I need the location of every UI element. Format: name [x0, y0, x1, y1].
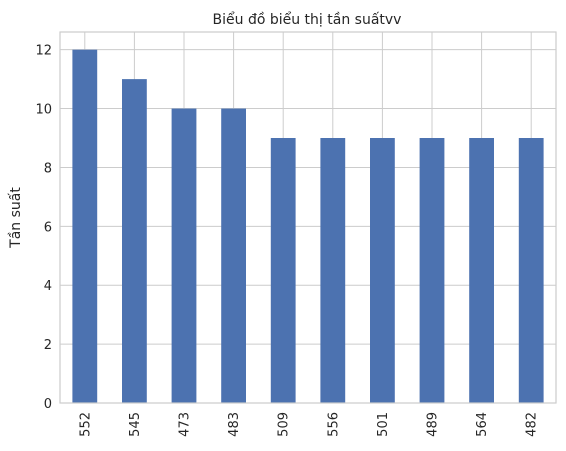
x-tick-label: 545 — [128, 412, 143, 437]
bar-473 — [171, 108, 197, 404]
x-tick-labels: 552 545 473 483 509 556 501 489 564 482 — [78, 412, 539, 437]
y-tick-labels: 0 2 4 6 8 10 12 — [35, 44, 52, 412]
bar-501 — [370, 138, 395, 403]
bar-509 — [270, 138, 296, 403]
bar-489 — [419, 138, 445, 403]
y-tick-label: 4 — [44, 279, 52, 294]
chart-title: Biểu đồ biểu thị tần suấtvv — [213, 11, 402, 28]
bar-483 — [221, 108, 246, 404]
bars — [72, 49, 544, 404]
bar-482 — [518, 138, 544, 403]
y-tick-label: 12 — [35, 44, 52, 59]
bar-552 — [72, 49, 98, 404]
bar-545 — [122, 79, 147, 403]
y-tick-label: 10 — [35, 103, 52, 118]
y-tick-label: 2 — [44, 338, 52, 353]
y-tick-label: 6 — [44, 220, 52, 235]
plot-frame — [59, 31, 557, 404]
x-tick-label: 489 — [426, 412, 441, 437]
y-tick-label: 0 — [44, 397, 52, 412]
x-tick-label: 564 — [475, 412, 490, 437]
x-tick-label: 473 — [178, 412, 193, 437]
x-tick-label: 509 — [277, 412, 292, 437]
y-tick-label: 8 — [44, 161, 52, 176]
x-tick-label: 552 — [78, 412, 93, 437]
x-tick-label: 483 — [227, 412, 242, 437]
y-axis-label: Tần suất — [8, 187, 24, 249]
bar-556 — [320, 138, 346, 403]
x-tick-label: 556 — [326, 412, 341, 437]
x-tick-label: 482 — [525, 412, 540, 437]
x-tick-label: 501 — [376, 412, 391, 437]
bar-564 — [469, 138, 494, 403]
